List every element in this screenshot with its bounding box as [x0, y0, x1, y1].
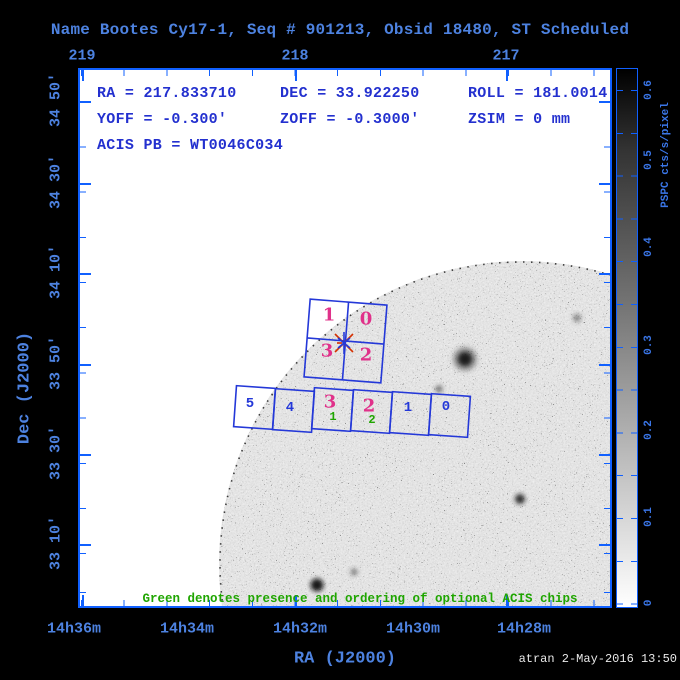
- aimpoint-marker: [334, 332, 354, 354]
- pspc-image-and-chips: [219, 261, 610, 606]
- major-tick: [599, 544, 610, 546]
- major-tick: [80, 273, 91, 275]
- major-tick: [599, 183, 610, 185]
- colorbar-tick-01: 0.1: [643, 507, 655, 527]
- left-axis-tick-3330: 33 30': [47, 425, 65, 481]
- major-tick: [80, 183, 91, 185]
- major-tick: [506, 70, 508, 81]
- colorbar-tick-04: 0.4: [643, 237, 655, 257]
- colorbar-right-ticks: [631, 69, 637, 607]
- left-axis-tick-3350: 33 50': [47, 335, 65, 391]
- left-axis-tick-3450: 34 50': [47, 72, 65, 128]
- optional-chip-order-1: 1: [329, 410, 337, 424]
- chip-label-i1: 1: [322, 304, 336, 326]
- left-axis-tick-3410: 34 10': [47, 244, 65, 300]
- major-tick: [80, 364, 91, 366]
- bottom-axis-tick-14h32m: 14h32m: [272, 620, 328, 638]
- top-axis-tick-219: 219: [68, 47, 96, 65]
- colorbar-title: PSPC cts/s/pixel: [660, 102, 672, 208]
- info-dec: DEC = 33.922250: [280, 85, 420, 102]
- bottom-axis-tick-14h36m: 14h36m: [46, 620, 102, 638]
- chip-label-s2: 2: [362, 395, 376, 417]
- colorbar-tick-05: 0.5: [643, 150, 655, 170]
- left-axis-tick-3310: 33 10': [47, 515, 65, 571]
- chip-label-i2: 2: [359, 344, 373, 366]
- info-roll: ROLL = 181.0014: [468, 85, 608, 102]
- major-tick: [80, 544, 91, 546]
- status-user-timestamp: atran 2-May-2016 13:50: [518, 652, 677, 666]
- major-tick: [599, 273, 610, 275]
- colorbar-wedge: [616, 68, 638, 608]
- left-axis-tick-3430: 34 30': [47, 154, 65, 210]
- bottom-axis-tick-14h28m: 14h28m: [496, 620, 552, 638]
- window-title: Name Bootes Cy17-1, Seq # 901213, Obsid …: [50, 21, 630, 39]
- info-zsim: ZSIM = 0 mm: [468, 111, 571, 128]
- bottom-axis-tick-14h34m: 14h34m: [159, 620, 215, 638]
- major-tick: [506, 595, 508, 606]
- major-tick: [599, 364, 610, 366]
- chip-label-s1: 1: [403, 400, 413, 416]
- major-tick: [599, 454, 610, 456]
- colorbar-left-ticks: [617, 69, 623, 607]
- chip-label-s4: 4: [285, 400, 295, 416]
- major-tick: [295, 70, 297, 81]
- top-axis-tick-217: 217: [492, 47, 520, 65]
- chip-label-i3: 3: [320, 340, 334, 362]
- colorbar-tick-06: 0.6: [643, 80, 655, 100]
- top-axis-tick-218: 218: [281, 47, 309, 65]
- optional-chip-order-2: 2: [368, 413, 376, 427]
- chip-label-s0: 0: [441, 399, 451, 415]
- major-tick: [599, 101, 610, 103]
- xray-sources: [310, 314, 581, 592]
- colorbar-tick-03: 0.3: [643, 335, 655, 355]
- y-axis-label: Dec (J2000): [15, 331, 35, 445]
- optional-chips-caption: Green denotes presence and ordering of o…: [142, 592, 578, 606]
- acis-s-array-outline: [232, 384, 472, 439]
- info-yoff: YOFF = -0.300': [97, 111, 228, 128]
- major-tick: [82, 595, 84, 606]
- info-zoff: ZOFF = -0.3000': [280, 111, 420, 128]
- info-acis-pb: ACIS PB = WT0046C034: [97, 137, 284, 154]
- colorbar-tick-0: 0: [643, 599, 655, 607]
- sky-plot-canvas: RA = 217.833710 DEC = 33.922250 ROLL = 1…: [78, 68, 612, 608]
- major-tick: [80, 454, 91, 456]
- info-ra: RA = 217.833710: [97, 85, 237, 102]
- colorbar-tick-02: 0.2: [643, 420, 655, 440]
- chip-label-s3: 3: [323, 391, 337, 413]
- bottom-axis-tick-14h30m: 14h30m: [385, 620, 441, 638]
- chip-label-s5: 5: [245, 396, 255, 412]
- major-tick: [82, 70, 84, 81]
- chip-label-i0: 0: [359, 308, 373, 330]
- major-tick: [80, 101, 91, 103]
- major-tick: [295, 595, 297, 606]
- x-axis-label: RA (J2000): [293, 649, 397, 669]
